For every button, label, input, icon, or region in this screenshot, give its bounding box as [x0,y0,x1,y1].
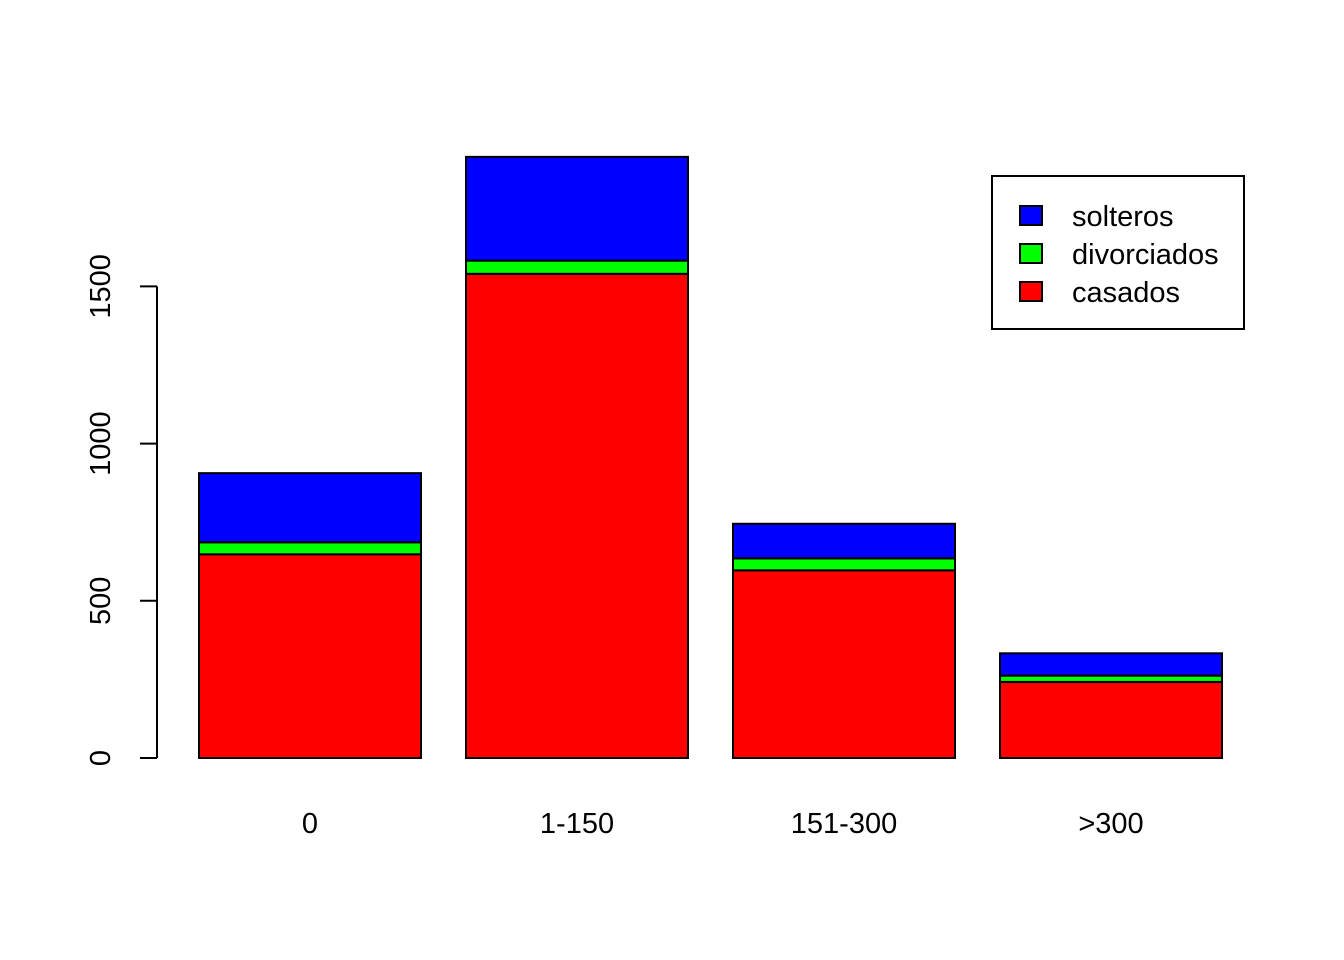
legend-label-casados: casados [1072,277,1180,309]
bar-segment-solteros-3 [999,652,1223,677]
y-tick-label: 500 [85,577,117,625]
legend: solteros divorciados casados [991,175,1245,330]
legend-swatch-divorciados [1019,243,1043,264]
bar-segment-divorciados-0 [198,541,422,556]
bar-segment-casados-1 [465,272,689,759]
bar-segment-casados-0 [198,553,422,759]
bar-segment-casados-3 [999,680,1223,760]
bar-segment-solteros-0 [198,472,422,544]
bar-segment-casados-2 [732,569,956,760]
y-axis: 0 500 1000 1500 [85,254,158,766]
x-category-label: 151-300 [791,808,897,840]
legend-label-solteros: solteros [1072,201,1174,233]
bar-segment-divorciados-1 [465,259,689,275]
y-tick-label: 1000 [85,411,117,476]
legend-swatch-casados [1019,281,1043,302]
bar-segment-solteros-2 [732,522,956,560]
x-category-label: 1-150 [540,808,614,840]
legend-label-divorciados: divorciados [1072,239,1219,271]
x-axis-labels: 0 1-150 151-300 >300 [302,808,1144,840]
bars [198,155,1223,760]
x-category-label: 0 [302,808,318,840]
legend-swatch-solteros [1019,205,1043,226]
bar-segment-divorciados-2 [732,557,956,572]
y-tick-label: 0 [85,750,117,766]
bar-segment-solteros-1 [465,155,689,262]
y-tick-label: 1500 [85,254,117,319]
x-category-label: >300 [1078,808,1143,840]
